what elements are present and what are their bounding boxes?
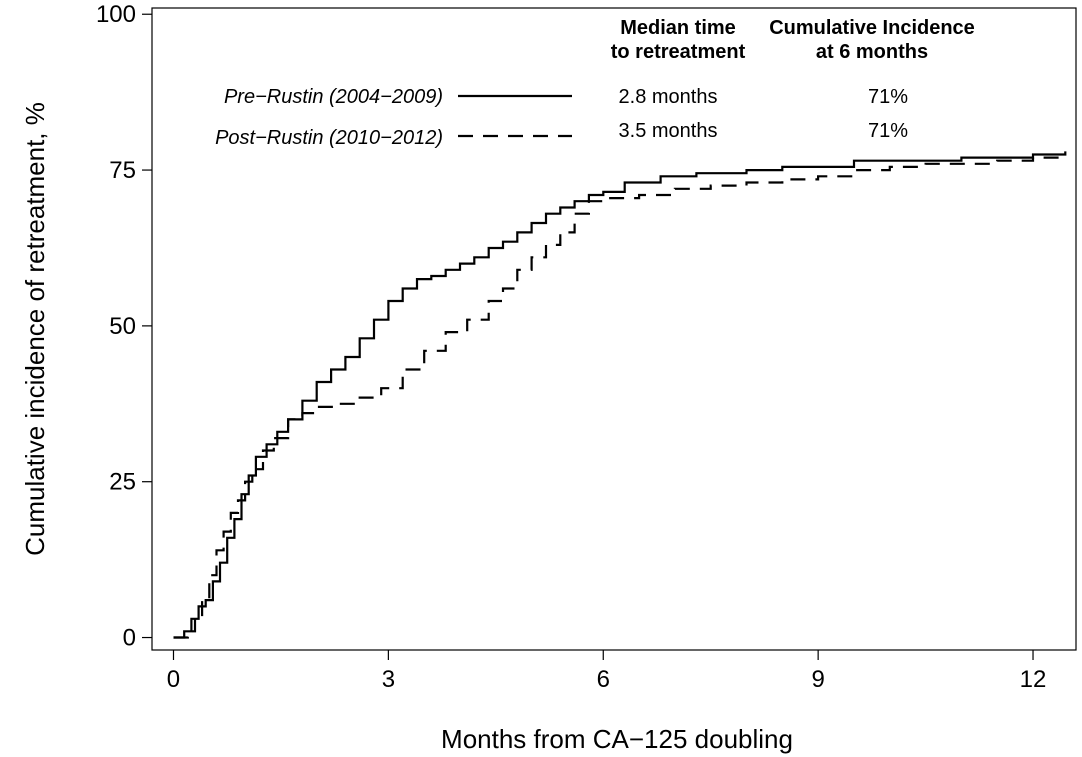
x-tick-label: 12	[1020, 666, 1047, 693]
legend-series-name-pre: Pre−Rustin (2004−2009)	[224, 86, 443, 108]
axis-ticks: 0 25 50 75 100 0 3 6 9 12	[96, 1, 1046, 693]
y-tick-label: 25	[109, 469, 136, 496]
x-tick-label: 0	[167, 666, 180, 693]
y-tick-label: 0	[123, 625, 136, 652]
y-tick-label: 100	[96, 1, 136, 28]
series-line-pre-rustin	[173, 151, 1067, 639]
x-tick-label: 6	[597, 666, 610, 693]
legend-median-post: 3.5 months	[619, 120, 718, 142]
legend-incidence-pre: 71%	[868, 86, 908, 108]
y-tick-label: 50	[109, 313, 136, 340]
legend-header-median-line2: to retreatment	[611, 41, 746, 63]
x-tick-label: 3	[382, 666, 395, 693]
plot-frame	[151, 7, 1077, 651]
legend-median-pre: 2.8 months	[619, 86, 718, 108]
x-tick-label: 9	[811, 666, 824, 693]
legend-header-median-line1: Median time	[620, 17, 736, 39]
data-curves	[173, 151, 1067, 639]
x-axis-label: Months from CA−125 doubling	[441, 724, 793, 754]
y-tick-label: 75	[109, 157, 136, 184]
legend-incidence-post: 71%	[868, 120, 908, 142]
legend-series-name-post: Post−Rustin (2010−2012)	[215, 127, 443, 149]
series-line-post-rustin	[173, 154, 1067, 639]
y-axis-label: Cumulative incidence of retreatment, %	[20, 102, 50, 556]
legend-header-incidence-line1: Cumulative Incidence	[769, 17, 975, 39]
legend: Median time to retreatment Cumulative In…	[215, 17, 975, 149]
legend-header-incidence-line2: at 6 months	[816, 41, 928, 63]
